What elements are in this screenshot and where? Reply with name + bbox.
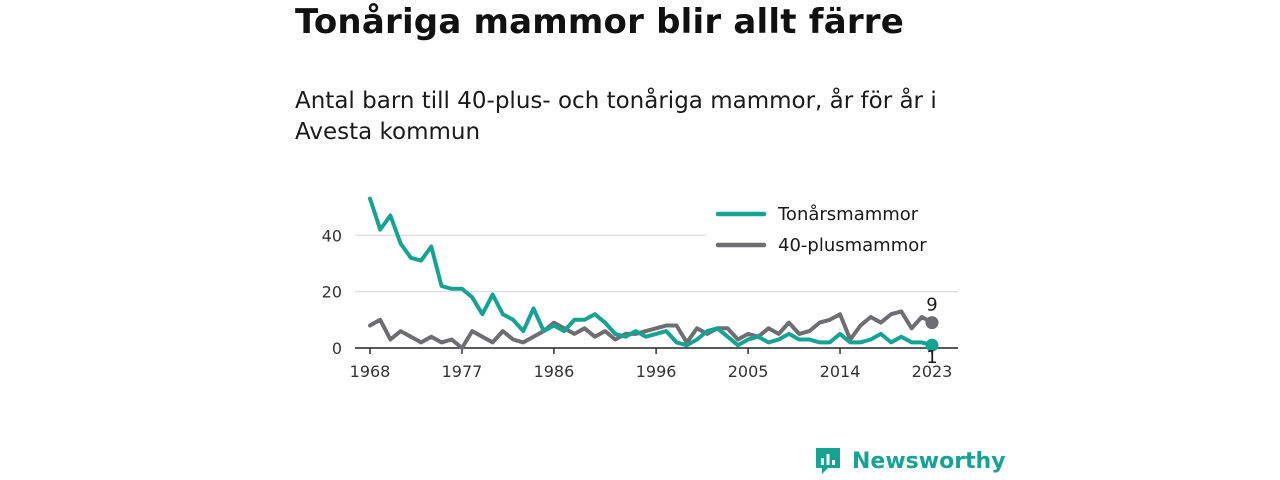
chart-subtitle: Antal barn till 40-plus- och tonåriga ma… xyxy=(295,88,937,145)
x-tick-label: 1996 xyxy=(636,362,677,381)
end-label-40plusmammor: 9 xyxy=(926,295,937,316)
x-tick-label: 1986 xyxy=(534,362,575,381)
brand-name: Newsworthy xyxy=(852,448,1006,474)
x-tick-label: 1968 xyxy=(350,362,391,381)
chart-title: Tonåriga mammor blir allt färre xyxy=(295,2,905,42)
y-tick-label: 20 xyxy=(322,283,342,302)
legend-box xyxy=(706,196,958,262)
end-label-tonarsmammor: 1 xyxy=(926,347,937,368)
y-tick-label: 40 xyxy=(322,226,342,245)
x-tick-label: 2023 xyxy=(912,362,953,381)
series-end-point xyxy=(925,338,939,352)
series-line-tonarsmammor xyxy=(368,196,934,348)
x-tick-label: 2005 xyxy=(728,362,769,381)
legend-label: Tonårsmammor xyxy=(777,204,919,225)
series-line-40plusmammor xyxy=(368,309,934,350)
series-end-point xyxy=(925,316,939,330)
newsworthy-logo-icon xyxy=(816,448,840,474)
x-tick-label: 2014 xyxy=(820,362,861,381)
legend-label: 40-plusmammor xyxy=(778,235,927,256)
brand-logo: Newsworthy xyxy=(814,446,1006,476)
x-tick-label: 1977 xyxy=(442,362,483,381)
y-tick-label: 0 xyxy=(332,339,342,358)
